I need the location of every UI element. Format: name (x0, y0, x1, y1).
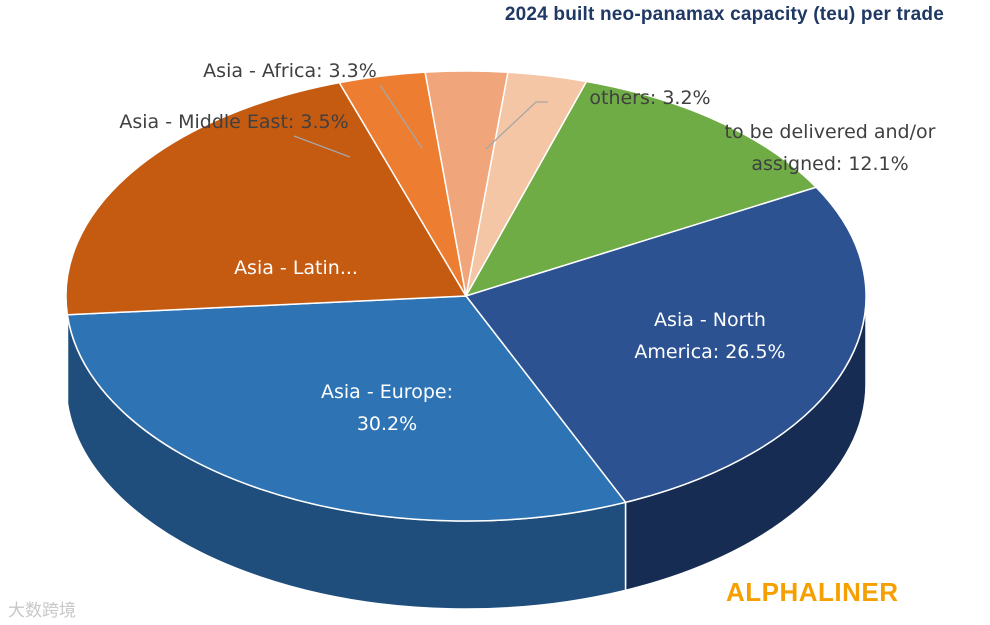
slice-label-line: assigned: 12.1% (751, 153, 908, 175)
leader-line-6 (379, 84, 423, 149)
slice-label-line: America: 26.5% (634, 341, 785, 363)
watermark: 大数跨境 (8, 601, 76, 620)
leader-line-0 (485, 101, 548, 150)
slice-label-2: Asia - North America: 26.5% (634, 309, 785, 363)
slice-label-line: Asia - Europe: (321, 381, 453, 403)
chart-title: 2024 built neo-panamax capacity (teu) pe… (504, 4, 944, 25)
pie-slice-6 (424, 70, 509, 297)
pie-slice-2 (465, 186, 867, 504)
leader-line-5 (293, 135, 351, 158)
pie-slice-4 (65, 81, 467, 316)
slice-label-line: others: 3.2% (589, 87, 710, 109)
slice-label-line: 30.2% (357, 413, 417, 435)
pie-slices (65, 70, 867, 522)
slice-label-5: Asia - Middle East: 3.5% (119, 111, 348, 133)
brand-logo: ALPHALINER (726, 577, 899, 607)
slice-label-line: Asia - North (654, 309, 766, 331)
pie-slice-1 (465, 80, 817, 297)
slice-label-line: Asia - Africa: 3.3% (203, 60, 377, 82)
leader-lines (293, 84, 548, 158)
slice-label-line: Asia - Middle East: 3.5% (119, 111, 348, 133)
slice-label-3: Asia - Europe: 30.2% (321, 381, 453, 435)
slice-label-1: to be delivered and/or assigned: 12.1% (725, 121, 936, 175)
slice-label-4: Asia - Latin... (234, 257, 358, 279)
slice-labels: others: 3.2% to be delivered and/or assign… (119, 60, 935, 435)
pie-slice-3 (66, 295, 627, 522)
slice-label-0: others: 3.2% (589, 87, 710, 109)
slice-label-line: to be delivered and/or (725, 121, 936, 143)
slice-label-line: Asia - Latin... (234, 257, 358, 279)
slice-label-6: Asia - Africa: 3.3% (203, 60, 377, 82)
